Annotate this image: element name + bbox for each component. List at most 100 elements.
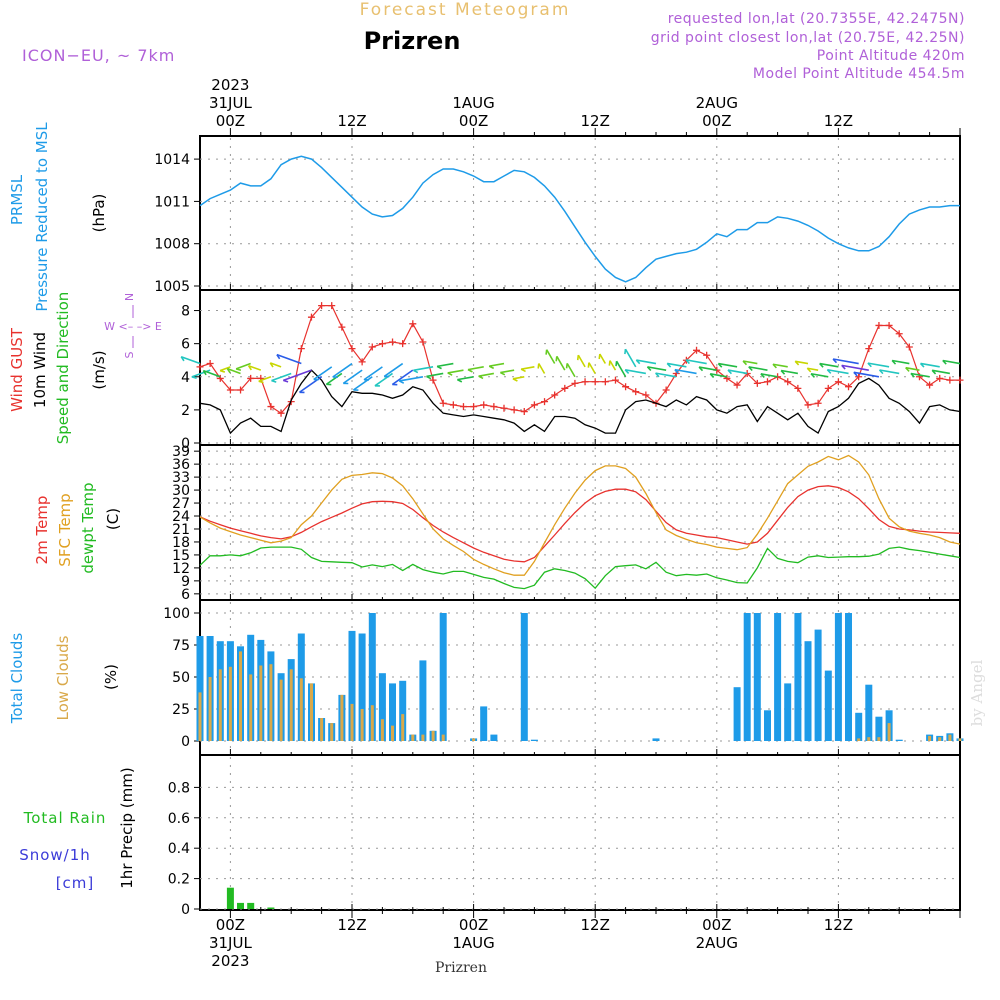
wind-direction-arrowhead <box>219 369 226 373</box>
total-clouds-bar <box>784 683 792 741</box>
wind-direction-arrow <box>727 369 748 375</box>
gust-point <box>500 404 508 412</box>
low-clouds-bar <box>380 719 384 741</box>
wind-direction-arrowhead <box>760 373 765 379</box>
low-clouds-bar <box>360 709 364 741</box>
pressure-unit: (hPa) <box>90 194 108 233</box>
compass-north: N <box>123 293 136 301</box>
gust-point <box>794 384 802 392</box>
gust-point <box>358 358 366 366</box>
gust-point <box>307 313 315 321</box>
wind-direction-arrow <box>467 366 484 371</box>
wind-direction-arrowhead <box>709 373 715 379</box>
low-clouds-bar <box>421 734 425 741</box>
temp-2m-label: 2m Temp <box>33 496 51 565</box>
wind-direction-arrow <box>391 369 414 386</box>
gust-point <box>409 320 417 328</box>
wind-direction-label: Speed and Direction <box>54 292 72 445</box>
wind-direction-arrow <box>685 359 707 365</box>
wind-direction-arrow <box>556 355 566 371</box>
wind-direction-arrowhead <box>191 376 197 380</box>
wind-direction-arrow <box>566 362 576 378</box>
total-clouds-bar <box>845 613 852 741</box>
wind-direction-arrow <box>932 369 951 375</box>
y-tick-label: 0.2 <box>168 872 190 888</box>
total-clouds-bar <box>794 613 802 741</box>
gust-point <box>845 383 853 391</box>
gust-point <box>439 399 447 407</box>
wind-direction-arrow <box>760 373 778 378</box>
total-clouds-bar <box>824 670 832 741</box>
total-clouds-bar <box>419 660 427 741</box>
time-label-top: 2023 <box>211 76 249 94</box>
gust-point <box>470 403 478 411</box>
low-clouds-bar <box>948 734 952 741</box>
wind-direction-arrowhead <box>772 363 777 369</box>
wind-direction-arrowhead <box>180 356 185 362</box>
wind-direction-arrow <box>920 362 940 368</box>
wind-direction-arrowhead <box>499 371 506 376</box>
wind-direction-arrow <box>827 368 849 375</box>
wind-direction-arrowhead <box>467 368 473 373</box>
low-clouds-bar <box>391 725 394 741</box>
wind-direction-arrow <box>332 362 353 378</box>
low-clouds-bar <box>958 738 962 741</box>
wind-direction-arrowhead <box>247 365 252 371</box>
wind-direction-arrowhead <box>905 367 910 372</box>
wind-direction-arrow <box>810 372 829 378</box>
wind-direction-arrowhead <box>456 378 463 383</box>
rain-bar <box>237 902 244 909</box>
wind-direction-arrow <box>457 375 474 381</box>
y-tick-label: 21 <box>172 522 190 538</box>
gust-point <box>237 386 245 394</box>
y-tick-label: 36 <box>172 457 190 473</box>
gust-point <box>480 401 488 409</box>
gust-point <box>196 363 204 371</box>
wind-direction-arrowhead <box>598 353 601 360</box>
wind-direction-arrow <box>624 348 637 368</box>
total-clouds-bar <box>834 613 842 741</box>
gust-point <box>642 391 650 399</box>
wind-direction-arrowhead <box>413 369 419 374</box>
low-clouds-bar <box>269 664 273 741</box>
low-clouds-bar <box>228 666 232 741</box>
low-clouds-bar <box>310 683 313 741</box>
gust-point <box>703 351 711 359</box>
low-clouds-bar <box>350 703 354 741</box>
wind-direction-arrow <box>910 372 930 378</box>
closest-coords: grid point closest lon,lat (20.75E, 42.2… <box>651 30 965 46</box>
total-clouds-bar <box>814 629 822 741</box>
wind-direction-arrowhead <box>891 359 897 365</box>
wind-direction-arrow <box>219 366 231 372</box>
wind-direction-arrow <box>276 353 302 365</box>
wind-direction-arrow <box>258 376 272 382</box>
total-clouds-bar <box>875 716 883 741</box>
wind-direction-arrowhead <box>910 372 915 378</box>
gust-point <box>763 378 771 386</box>
sfc-temp-label: SFC Temp <box>56 493 74 566</box>
gust-point <box>571 379 579 387</box>
gust-point <box>601 378 609 386</box>
wind-direction-arrowhead <box>635 359 641 365</box>
total-clouds-bar <box>865 684 873 741</box>
gust-point <box>389 338 397 346</box>
total-rain-label: Total Rain <box>23 809 107 827</box>
wind-direction-arrow <box>780 369 799 375</box>
time-label-bottom: 12Z <box>581 916 610 934</box>
wind-unit: (m/s) <box>90 350 108 389</box>
wind-direction-arrowhead <box>624 369 630 375</box>
gust-point <box>429 376 437 384</box>
wind-direction-arrowhead <box>780 369 786 375</box>
wind-gust-line <box>199 305 960 414</box>
gust-point <box>581 378 589 386</box>
y-tick-label: 6 <box>181 587 190 603</box>
wind-direction-arrow <box>489 362 505 367</box>
wind-direction-arrow <box>203 369 221 378</box>
wind-direction-arrowhead <box>426 375 432 380</box>
wind-direction-arrowhead <box>537 363 540 369</box>
wind-direction-arrow <box>795 360 809 365</box>
y-tick-label: 1011 <box>154 194 190 210</box>
chart-title: Forecast Meteogram <box>360 0 571 20</box>
wind-direction-arrow <box>832 358 859 365</box>
wind-direction-arrow <box>698 366 717 371</box>
